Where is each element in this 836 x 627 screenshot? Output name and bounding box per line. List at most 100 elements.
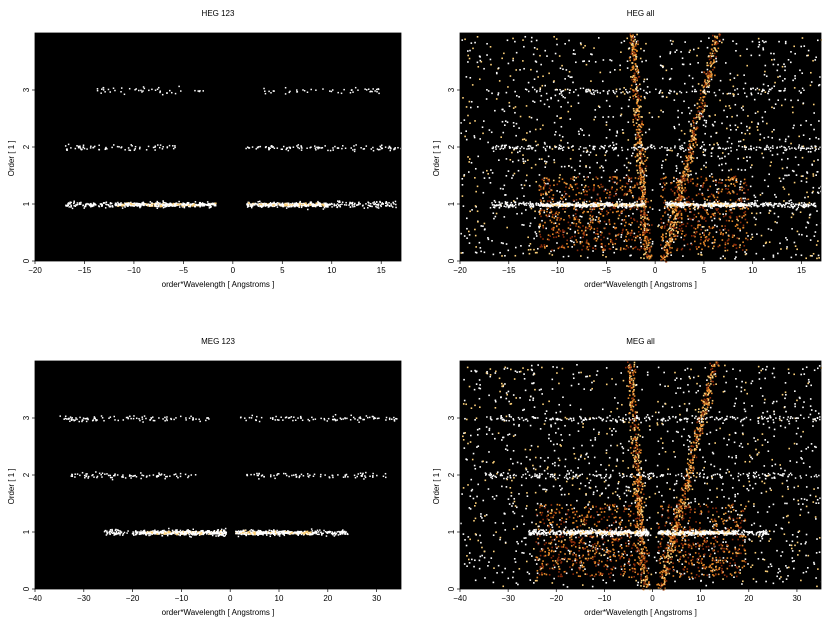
streak-point bbox=[633, 124, 635, 126]
streak-point bbox=[678, 193, 680, 196]
scatter-point bbox=[770, 161, 773, 164]
band-point bbox=[134, 145, 137, 148]
panel-title: HEG 123 bbox=[202, 9, 235, 18]
band-point bbox=[357, 203, 360, 206]
band-point bbox=[273, 201, 275, 204]
halo-point bbox=[662, 247, 665, 250]
band-point bbox=[170, 91, 173, 94]
halo-point bbox=[575, 225, 577, 227]
streak-point bbox=[712, 34, 714, 37]
streak-point bbox=[631, 51, 633, 54]
scatter-point bbox=[777, 76, 779, 78]
scatter-point bbox=[512, 37, 514, 40]
streak-point bbox=[641, 122, 643, 125]
band-point bbox=[376, 204, 378, 206]
scatter-point bbox=[614, 69, 616, 71]
band-point bbox=[187, 205, 190, 208]
halo-point bbox=[568, 216, 571, 219]
band-point bbox=[104, 91, 106, 93]
streak-point bbox=[640, 168, 642, 171]
band-core-point bbox=[172, 202, 175, 205]
band-point bbox=[742, 206, 745, 208]
scatter-point bbox=[768, 241, 771, 243]
streak-point bbox=[646, 228, 649, 230]
scatter-point bbox=[465, 76, 468, 78]
halo-point bbox=[731, 190, 734, 192]
band-point bbox=[81, 148, 83, 151]
y-tick-label: 1 bbox=[22, 201, 31, 206]
band-point bbox=[70, 204, 72, 207]
streak-point bbox=[681, 190, 684, 192]
streak-point bbox=[639, 105, 641, 108]
scatter-point bbox=[538, 184, 541, 187]
halo-point bbox=[663, 187, 666, 190]
halo-point bbox=[724, 228, 726, 230]
band-point bbox=[259, 200, 261, 203]
band-point bbox=[753, 204, 756, 207]
scatter-point bbox=[519, 115, 522, 118]
halo-point bbox=[579, 226, 581, 229]
halo-point bbox=[676, 207, 678, 210]
scatter-point bbox=[570, 76, 573, 78]
scatter-point bbox=[615, 248, 617, 250]
streak-point bbox=[638, 106, 641, 109]
halo-point bbox=[609, 191, 611, 193]
scatter-point bbox=[476, 185, 479, 188]
halo-point bbox=[612, 211, 614, 214]
halo-point bbox=[621, 185, 624, 188]
halo-point bbox=[599, 213, 602, 215]
halo-point bbox=[712, 226, 714, 229]
scatter-point bbox=[534, 217, 536, 219]
band-point bbox=[154, 89, 157, 91]
streak-point bbox=[678, 194, 681, 197]
scatter-point bbox=[491, 172, 494, 174]
streak-point bbox=[644, 239, 647, 242]
halo-point bbox=[605, 196, 607, 199]
streak-point bbox=[691, 151, 694, 154]
halo-point bbox=[664, 184, 666, 186]
band-core-point bbox=[296, 204, 299, 207]
scatter-point bbox=[588, 60, 590, 62]
streak-point bbox=[645, 241, 648, 243]
halo-point bbox=[540, 200, 543, 203]
halo-point bbox=[559, 230, 562, 232]
band-core-point bbox=[620, 205, 623, 207]
streak-point bbox=[687, 159, 690, 161]
scatter-point bbox=[793, 124, 795, 127]
streak-point bbox=[635, 65, 637, 67]
halo-point bbox=[618, 233, 620, 235]
halo-point bbox=[699, 233, 701, 236]
halo-point bbox=[679, 229, 682, 232]
band-core-point bbox=[258, 203, 261, 206]
halo-point bbox=[622, 247, 625, 250]
streak-point bbox=[633, 45, 635, 48]
halo-point bbox=[575, 239, 577, 241]
scatter-point bbox=[599, 202, 601, 205]
band-point bbox=[322, 208, 325, 210]
band-point bbox=[111, 206, 114, 208]
scatter-point bbox=[647, 146, 649, 149]
band-point bbox=[265, 145, 267, 148]
band-core-point bbox=[717, 205, 720, 207]
scatter-point bbox=[724, 249, 727, 252]
streak-point bbox=[630, 42, 632, 45]
scatter-point bbox=[466, 237, 468, 240]
band-point bbox=[178, 200, 180, 203]
scatter-point bbox=[460, 232, 462, 235]
scatter-point bbox=[672, 40, 674, 43]
scatter-point bbox=[693, 104, 696, 107]
band-point bbox=[336, 147, 339, 149]
halo-point bbox=[722, 215, 725, 218]
halo-point bbox=[552, 200, 555, 203]
scatter-point bbox=[616, 130, 618, 133]
band-core-point bbox=[273, 202, 276, 205]
band-point bbox=[138, 89, 140, 92]
band-core-point bbox=[256, 204, 259, 206]
scatter-point bbox=[508, 101, 511, 104]
band-point bbox=[345, 204, 348, 206]
halo-point bbox=[727, 239, 730, 241]
streak-point bbox=[645, 200, 647, 203]
scatter-point bbox=[775, 196, 777, 198]
band-point bbox=[781, 205, 783, 207]
scatter-point bbox=[506, 226, 508, 229]
